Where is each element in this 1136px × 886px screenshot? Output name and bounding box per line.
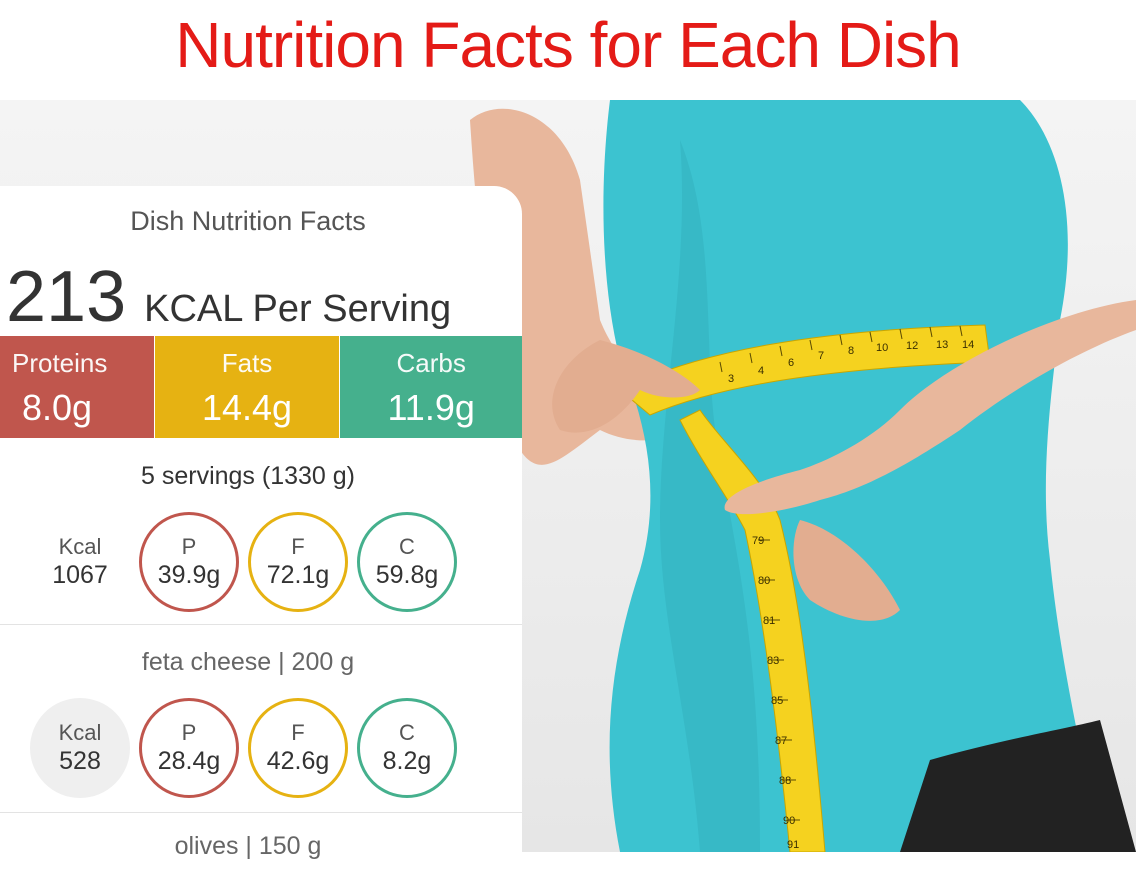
macro-strip: Proteins 8.0g Fats 14.4g Carbs 11.9g	[0, 336, 522, 438]
kcal-per-serving: 213 KCAL Per Serving	[6, 256, 451, 338]
ingredient-name: olives | 150 g	[174, 832, 322, 860]
circle-value: 72.1g	[266, 561, 330, 590]
tape-number: 88	[779, 775, 791, 787]
page-headline: Nutrition Facts for Each Dish	[175, 9, 962, 81]
tape-number: 91	[787, 839, 799, 851]
macro-label: Carbs	[396, 348, 466, 378]
tape-number: 4	[758, 365, 764, 377]
right-fingers	[793, 520, 900, 621]
divider	[0, 812, 522, 813]
shirt-shade	[660, 140, 760, 852]
tape-numbers: 3 4 6 7 8 10 12 13 14 79 80 81 83 85 87 …	[728, 339, 974, 851]
kcal-label: KCAL Per Serving	[144, 288, 452, 330]
tape-number: 3	[728, 373, 734, 385]
ingredient-name: feta cheese | 200 g	[141, 648, 355, 676]
circle-label: F	[291, 719, 305, 745]
macro-value: 14.4g	[201, 387, 293, 428]
circle-value: 1067	[52, 561, 108, 590]
macro-label: Proteins	[12, 348, 108, 378]
macro-carbs: Carbs 11.9g	[339, 336, 522, 438]
pants	[900, 720, 1136, 852]
ingredient-circles: Kcal 528 P 28.4g F 42.6g C 8.2g	[30, 698, 490, 798]
tape-number: 81	[763, 615, 775, 627]
tape-number: 87	[775, 735, 787, 747]
carb-circle: C 59.8g	[357, 512, 457, 612]
circle-label: P	[181, 533, 197, 559]
left-arm	[470, 108, 710, 465]
fat-circle: F 42.6g	[248, 698, 348, 798]
photo-illustration: 3 4 6 7 8 10 12 13 14 79 80 81 83 85 87 …	[470, 100, 1136, 852]
circle-value: 28.4g	[157, 747, 221, 776]
circle-value: 8.2g	[382, 747, 432, 776]
left-fingers	[552, 340, 700, 433]
nutrition-card: Dish Nutrition Facts 213 KCAL Per Serving…	[0, 186, 522, 886]
macro-proteins: Proteins 8.0g	[0, 336, 154, 438]
divider	[0, 624, 522, 625]
measuring-tape-horizontal	[619, 324, 991, 416]
circle-value: 59.8g	[375, 561, 439, 590]
tape-number: 6	[788, 357, 794, 369]
tape-number: 12	[906, 340, 918, 352]
circle-value: 39.9g	[157, 561, 221, 590]
macro-fats: Fats 14.4g	[153, 336, 340, 438]
tape-number: 13	[936, 339, 948, 351]
tape-number: 79	[752, 535, 764, 547]
servings-text: 5 servings (1330 g)	[140, 462, 355, 490]
circle-label: P	[181, 719, 197, 745]
macro-value: 8.0g	[22, 387, 93, 428]
protein-circle: P 28.4g	[139, 698, 239, 798]
tape-number: 10	[876, 342, 888, 354]
tape-number: 7	[818, 350, 824, 362]
circle-label: C	[399, 533, 415, 559]
circle-label: F	[291, 533, 305, 559]
kcal-value: 213	[6, 257, 127, 337]
macro-label: Fats	[221, 348, 273, 378]
protein-circle: P 39.9g	[139, 512, 239, 612]
circle-value: 42.6g	[266, 747, 330, 776]
tape-number: 83	[767, 655, 779, 667]
tape-number: 8	[848, 345, 854, 357]
tape-number: 14	[962, 339, 974, 351]
circle-value: 528	[59, 747, 101, 776]
kcal-circle: Kcal 1067	[30, 512, 130, 612]
right-hand	[724, 300, 1136, 515]
tape-number: 90	[783, 815, 795, 827]
tape-ticks	[719, 325, 963, 821]
circle-label: Kcal	[58, 533, 102, 559]
tape-number: 80	[758, 575, 770, 587]
totals-circles: Kcal 1067 P 39.9g F 72.1g C 59.8g	[30, 512, 490, 612]
tape-number: 85	[771, 695, 783, 707]
macro-value: 11.9g	[387, 387, 475, 428]
fat-circle: F 72.1g	[248, 512, 348, 612]
circle-label: Kcal	[58, 719, 102, 745]
carb-circle: C 8.2g	[357, 698, 457, 798]
circle-label: C	[399, 719, 415, 745]
kcal-circle: Kcal 528	[30, 698, 130, 798]
card-title: Dish Nutrition Facts	[130, 206, 366, 236]
